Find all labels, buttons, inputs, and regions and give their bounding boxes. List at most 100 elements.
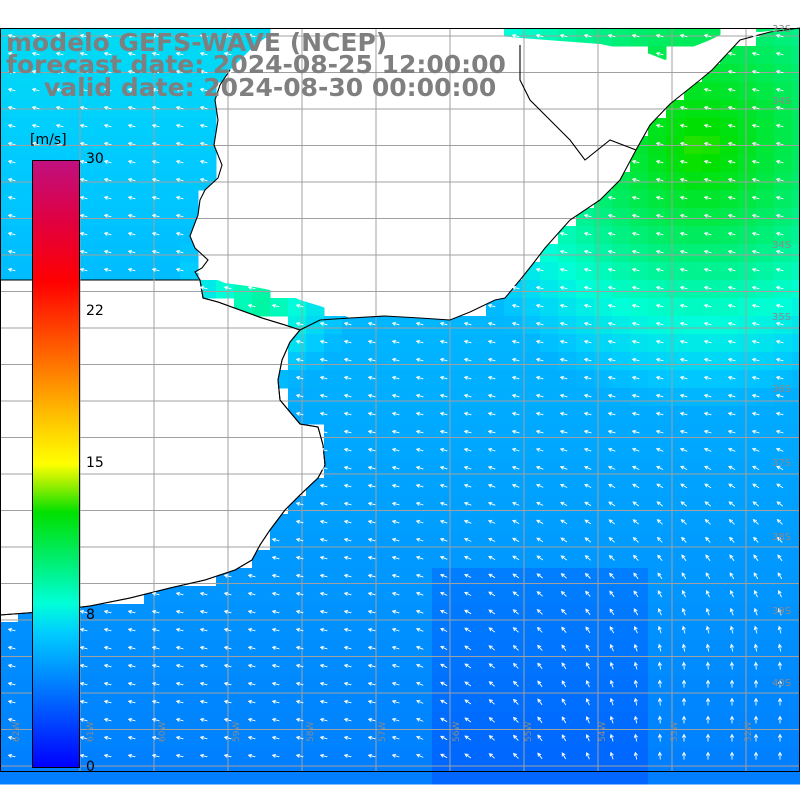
wind-speed-cell [0,262,19,281]
wind-speed-cell [468,568,487,587]
wind-speed-cell [0,640,19,659]
wind-speed-cell [594,352,613,371]
wind-arrow [199,141,208,146]
wind-speed-cell [594,370,613,389]
wind-arrow [367,501,376,506]
wind-arrow [415,393,424,398]
wind-speed-cell [612,712,631,731]
wind-speed-cell [378,370,397,389]
wind-arrow [79,105,88,110]
wind-arrow [753,733,759,742]
wind-speed-cell [594,496,613,515]
wind-arrow [343,375,352,380]
wind-arrow [343,663,352,668]
wind-arrow [464,609,472,615]
wind-speed-cell [792,388,800,407]
wind-arrow [391,393,400,398]
wind-speed-cell [720,334,739,353]
wind-speed-cell [792,640,800,659]
wind-arrow [343,609,352,614]
wind-arrow [271,699,280,704]
wind-speed-cell [522,460,541,479]
wind-speed-cell [396,568,415,587]
wind-speed-cell [792,424,800,443]
wind-speed-cell [360,730,379,749]
wind-arrow [559,447,568,452]
wind-speed-cell [288,748,307,767]
wind-speed-cell [774,694,793,713]
wind-speed-cell [720,640,739,659]
wind-speed-cell [288,586,307,605]
wind-speed-cell [792,766,800,785]
wind-arrow [247,699,256,704]
wind-speed-cell [666,748,685,767]
wind-speed-cell [198,748,217,767]
wind-arrow [247,609,256,614]
wind-arrow [343,645,352,650]
wind-speed-cell [180,154,199,173]
wind-speed-cell [720,442,739,461]
wind-arrow [633,590,639,598]
wind-speed-cell [702,334,721,353]
wind-speed-cell [396,748,415,767]
wind-speed-cell [576,226,595,245]
wind-speed-cell [594,208,613,227]
wind-speed-cell [648,172,667,191]
wind-speed-cell [162,748,181,767]
wind-arrow [487,411,496,416]
wind-arrow [7,267,16,272]
wind-speed-cell [720,316,739,335]
wind-speed-cell [684,658,703,677]
wind-speed-cell [594,658,613,677]
wind-arrow [512,591,520,597]
wind-speed-cell [594,280,613,299]
wind-speed-cell [234,694,253,713]
wind-speed-cell [468,748,487,767]
wind-speed-cell [792,352,800,371]
wind-arrow [223,627,232,632]
wind-speed-cell [630,658,649,677]
wind-speed-cell [684,244,703,263]
wind-speed-cell [774,568,793,587]
wind-arrow [295,537,304,542]
wind-arrow [199,681,208,686]
wind-arrow [559,339,568,344]
wind-arrow [705,715,711,724]
wind-speed-cell [684,190,703,209]
wind-arrow [655,447,664,452]
wind-speed-cell [324,550,343,569]
wind-arrow [583,267,592,272]
wind-speed-cell [180,748,199,767]
wind-speed-cell [288,766,307,785]
wind-speed-cell [360,766,379,785]
wind-speed-cell [720,424,739,443]
wind-speed-cell [234,604,253,623]
wind-speed-cell [162,766,181,785]
wind-speed-cell [162,28,181,47]
wind-speed-cell [288,370,307,389]
colorbar-tick-30: 30 [86,151,104,167]
wind-arrow [223,33,232,38]
wind-speed-cell [666,694,685,713]
wind-speed-cell [90,262,109,281]
wind-speed-cell [180,28,199,47]
wind-speed-cell [756,532,775,551]
wind-arrow [585,733,590,742]
wind-arrow [79,699,88,704]
wind-arrow [727,375,736,380]
wind-arrow [175,717,184,722]
wind-speed-cell [288,676,307,695]
wind-arrow [487,321,496,326]
wind-speed-cell [360,712,379,731]
wind-speed-cell [756,730,775,749]
wind-speed-cell [720,280,739,299]
wind-arrow [175,645,184,650]
wind-speed-cell [594,550,613,569]
wind-arrow [151,735,160,740]
wind-arrow [583,249,592,254]
wind-speed-cell [756,406,775,425]
wind-arrow [367,645,376,650]
wind-speed-cell [594,586,613,605]
wind-speed-cell [378,586,397,605]
